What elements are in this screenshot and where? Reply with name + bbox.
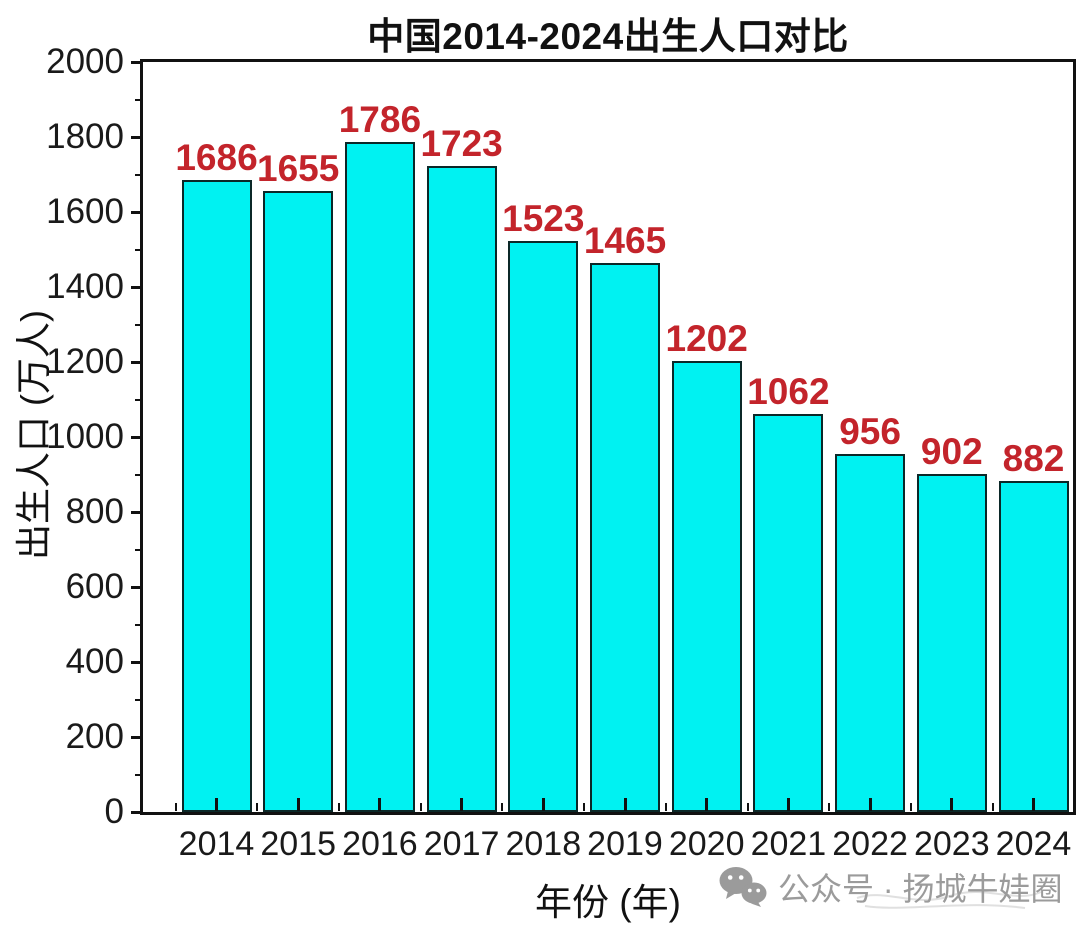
y-tick-label: 1200 <box>46 342 124 381</box>
bar <box>998 481 1069 812</box>
x-tick-label: 2017 <box>423 825 500 863</box>
bar-value-label: 1202 <box>665 318 748 360</box>
x-minor-tick <box>256 803 259 811</box>
y-major-tick <box>131 360 143 364</box>
x-minor-tick <box>909 803 912 811</box>
y-major-tick <box>131 135 143 139</box>
bar-value-label: 1786 <box>338 99 422 141</box>
y-tick-label: 600 <box>65 567 124 606</box>
y-tick-label: 1600 <box>46 192 124 231</box>
y-minor-tick <box>135 773 143 776</box>
y-major-tick <box>131 510 143 514</box>
x-major-tick <box>541 798 545 811</box>
bar-value-label: 1465 <box>583 219 667 261</box>
y-minor-tick <box>135 548 143 551</box>
y-minor-tick <box>135 623 143 626</box>
bar-value-label: 956 <box>839 410 901 452</box>
x-major-tick <box>868 798 872 811</box>
x-minor-tick <box>174 803 177 811</box>
x-tick-label: 2014 <box>178 825 255 863</box>
bar-value-label: 902 <box>920 430 983 472</box>
y-minor-tick <box>135 698 143 701</box>
x-minor-tick <box>828 803 831 811</box>
bar-value-label: 1723 <box>420 122 503 164</box>
x-tick-label: 2018 <box>505 825 582 863</box>
y-minor-tick <box>135 473 143 476</box>
x-major-tick <box>215 798 218 811</box>
x-tick-label: 2022 <box>832 825 908 863</box>
bar-value-label: 1686 <box>175 136 258 178</box>
y-tick-label: 1800 <box>46 117 124 156</box>
bar <box>344 142 415 812</box>
x-major-tick <box>296 798 300 811</box>
x-minor-tick <box>583 803 586 811</box>
chart-title: 中国2014-2024出生人口对比 <box>367 16 849 57</box>
x-minor-tick <box>501 803 504 811</box>
x-minor-tick <box>991 803 994 811</box>
watermark: 公众号 · 扬城牛娃圈 <box>718 864 1062 910</box>
y-major-tick <box>131 285 143 289</box>
bar-value-label: 882 <box>1002 438 1065 480</box>
watermark-text: 公众号 · 扬城牛娃圈 <box>778 871 1063 907</box>
y-minor-tick <box>135 98 143 101</box>
y-tick-label: 1000 <box>46 417 124 456</box>
y-minor-tick <box>135 248 143 251</box>
x-major-tick <box>786 798 790 811</box>
y-major-tick <box>131 660 143 664</box>
x-tick-label: 2021 <box>750 825 827 863</box>
x-tick-label: 2015 <box>260 825 336 863</box>
y-tick-label: 400 <box>65 642 124 681</box>
y-major-tick <box>131 435 143 439</box>
x-tick-label: 2020 <box>668 825 745 863</box>
y-minor-tick <box>135 398 143 401</box>
bar <box>916 473 987 812</box>
x-tick-label: 2024 <box>995 825 1072 863</box>
x-minor-tick <box>338 803 341 811</box>
y-tick-label: 200 <box>65 717 124 756</box>
y-major-tick <box>131 810 143 814</box>
bar <box>753 413 824 812</box>
x-major-tick <box>705 798 709 811</box>
y-tick-label: 800 <box>65 492 124 531</box>
bar-value-label: 1523 <box>502 197 585 239</box>
wechat-icon <box>719 867 767 907</box>
bar <box>835 453 906 812</box>
bar <box>508 240 579 812</box>
x-major-tick <box>623 798 627 811</box>
bar <box>181 179 252 812</box>
x-major-tick <box>1032 798 1035 811</box>
bar-value-label: 1062 <box>747 370 830 412</box>
x-tick-label: 2023 <box>913 825 990 863</box>
x-major-tick <box>460 798 464 811</box>
x-minor-tick <box>664 803 667 811</box>
x-major-tick <box>950 798 954 811</box>
y-major-tick <box>131 735 143 739</box>
y-tick-label: 1400 <box>46 267 124 306</box>
bar <box>671 361 742 812</box>
x-tick-label: 2016 <box>342 825 418 863</box>
x-axis-title: 年份 (年) <box>535 882 681 923</box>
y-tick-label: 0 <box>104 792 124 831</box>
y-minor-tick <box>135 173 143 176</box>
x-minor-tick <box>746 803 749 811</box>
y-minor-tick <box>135 323 143 326</box>
x-major-tick <box>378 798 382 811</box>
y-major-tick <box>131 60 143 64</box>
bar-value-label: 1655 <box>257 148 340 190</box>
x-minor-tick <box>419 803 422 811</box>
bar <box>426 165 497 812</box>
y-major-tick <box>131 585 143 589</box>
bar <box>590 262 660 812</box>
bar <box>263 191 334 812</box>
x-tick-label: 2019 <box>587 825 663 863</box>
y-tick-label: 2000 <box>46 42 124 81</box>
y-major-tick <box>131 210 143 214</box>
